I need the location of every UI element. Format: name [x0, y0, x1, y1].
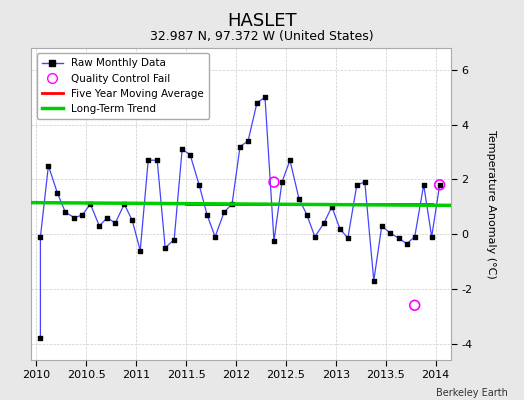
Point	[195, 182, 203, 188]
Point	[36, 234, 45, 240]
Point	[70, 214, 79, 221]
Point	[53, 190, 62, 196]
Point	[344, 235, 352, 242]
Point	[336, 226, 344, 232]
Point	[111, 220, 119, 226]
Point	[270, 179, 278, 185]
Point	[435, 182, 444, 188]
Point	[361, 179, 369, 185]
Point	[236, 143, 244, 150]
Point	[103, 214, 112, 221]
Point	[294, 195, 303, 202]
Point	[95, 223, 104, 229]
Point	[320, 220, 328, 226]
Point	[410, 302, 419, 308]
Point	[153, 157, 161, 164]
Text: Berkeley Earth: Berkeley Earth	[436, 388, 508, 398]
Point	[378, 223, 386, 229]
Point	[353, 182, 361, 188]
Point	[120, 201, 128, 207]
Point	[36, 335, 45, 341]
Legend: Raw Monthly Data, Quality Control Fail, Five Year Moving Average, Long-Term Tren: Raw Monthly Data, Quality Control Fail, …	[37, 53, 209, 119]
Point	[395, 235, 403, 242]
Point	[386, 230, 394, 236]
Point	[44, 162, 52, 169]
Y-axis label: Temperature Anomaly (°C): Temperature Anomaly (°C)	[486, 130, 496, 278]
Point	[244, 138, 252, 144]
Point	[303, 212, 311, 218]
Point	[211, 234, 219, 240]
Point	[86, 201, 94, 207]
Point	[261, 94, 269, 100]
Point	[161, 244, 169, 251]
Text: 32.987 N, 97.372 W (United States): 32.987 N, 97.372 W (United States)	[150, 30, 374, 43]
Point	[61, 209, 70, 216]
Point	[278, 179, 286, 185]
Point	[369, 278, 378, 284]
Text: HASLET: HASLET	[227, 12, 297, 30]
Point	[78, 212, 86, 218]
Point	[253, 100, 261, 106]
Point	[186, 152, 194, 158]
Point	[220, 209, 228, 216]
Point	[128, 217, 136, 224]
Point	[178, 146, 187, 152]
Point	[136, 247, 145, 254]
Point	[144, 157, 152, 164]
Point	[228, 201, 236, 207]
Point	[328, 204, 336, 210]
Point	[402, 240, 411, 247]
Point	[170, 236, 178, 243]
Point	[410, 234, 419, 240]
Point	[286, 157, 294, 164]
Point	[311, 234, 319, 240]
Point	[435, 182, 444, 188]
Point	[203, 212, 211, 218]
Point	[270, 238, 278, 244]
Point	[420, 182, 428, 188]
Point	[428, 234, 436, 240]
